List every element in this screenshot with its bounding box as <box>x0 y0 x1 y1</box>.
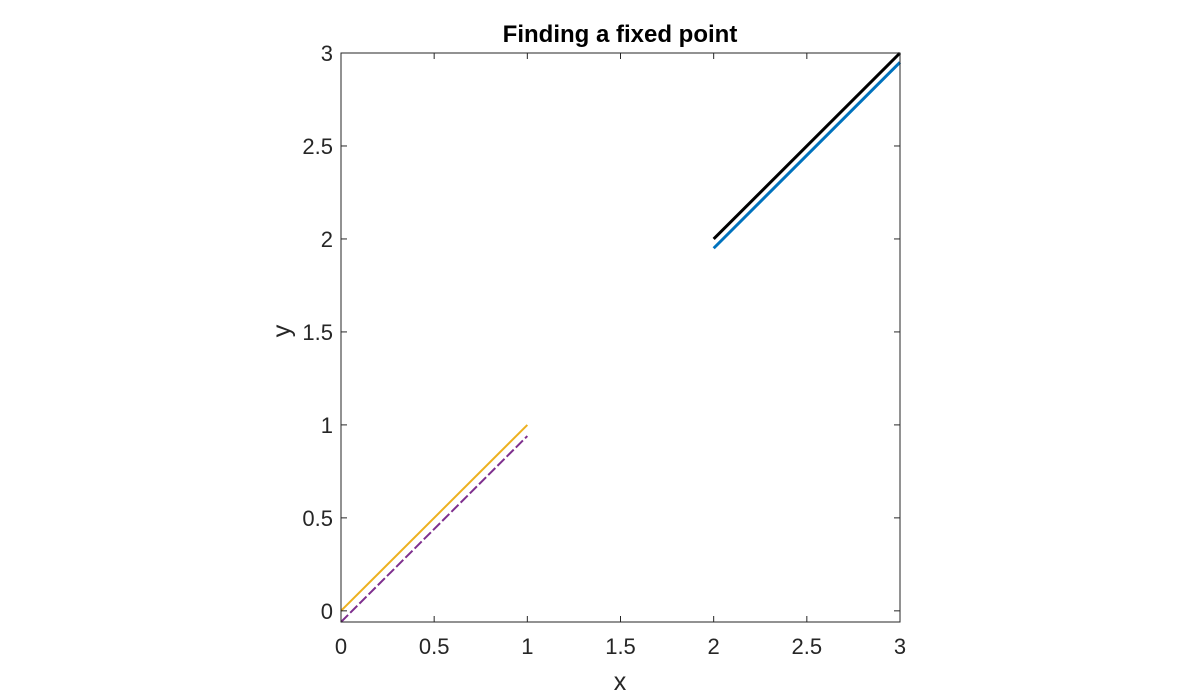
x-tick-label: 1 <box>521 634 533 659</box>
x-tick-label: 2.5 <box>792 634 823 659</box>
axes-box <box>340 52 901 623</box>
y-axis-label: y <box>268 324 296 337</box>
y-tick-label: 2.5 <box>302 134 333 159</box>
y-tick-label: 3 <box>321 41 333 66</box>
tick-layer: 0 0.5 1 1.5 2 2.5 3 0 0.5 1 1.5 2 2.5 3 <box>302 41 906 659</box>
y-tick-label: 1.5 <box>302 320 333 345</box>
x-tick-label: 3 <box>894 634 906 659</box>
series-line-3 <box>340 424 529 612</box>
x-axis-label: x <box>614 668 627 696</box>
series-line-1 <box>712 51 902 241</box>
x-tick-label: 1.5 <box>605 634 636 659</box>
series-layer <box>340 51 902 623</box>
y-tick-label: 2 <box>321 227 333 252</box>
chart-title: Finding a fixed point <box>503 21 738 48</box>
series-line-2 <box>712 61 902 250</box>
x-tick-label: 0.5 <box>419 634 450 659</box>
series-line-4 <box>340 435 529 623</box>
x-tick-label: 0 <box>335 634 347 659</box>
y-tick-label: 0 <box>321 599 333 624</box>
y-tick-label: 0.5 <box>302 506 333 531</box>
y-tick-label: 1 <box>321 413 333 438</box>
x-tick-label: 2 <box>708 634 720 659</box>
